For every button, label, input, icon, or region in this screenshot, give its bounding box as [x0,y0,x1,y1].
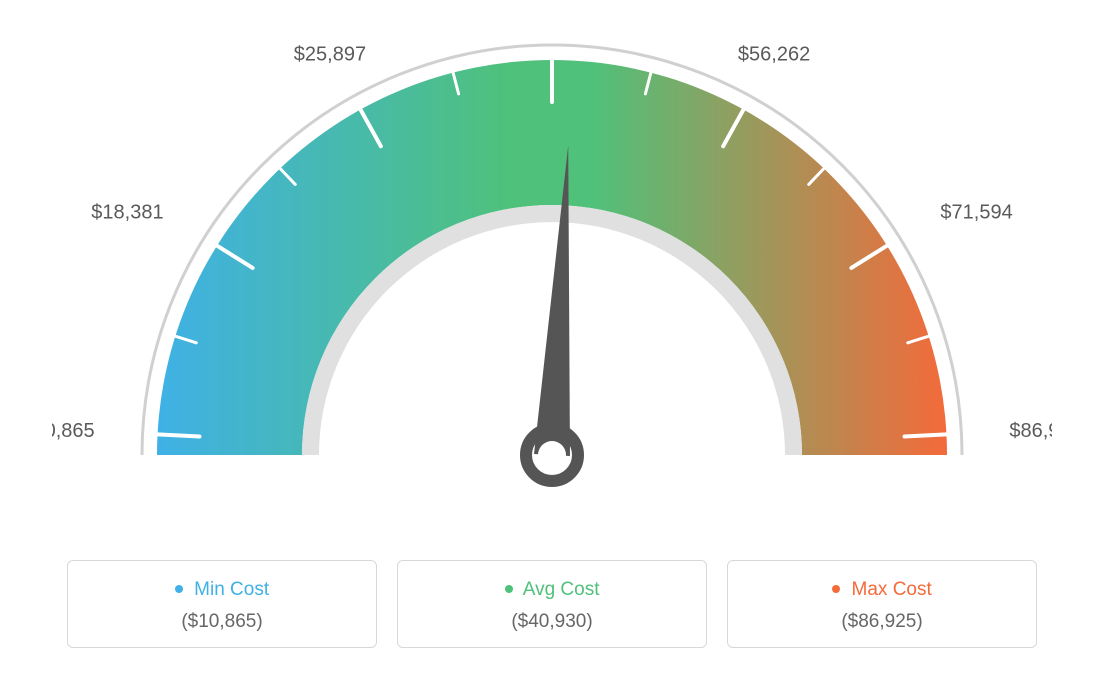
avg-cost-value: ($40,930) [408,611,696,633]
max-cost-card: Max Cost ($86,925) [727,560,1037,648]
summary-cards: Min Cost ($10,865) Avg Cost ($40,930) Ma… [20,560,1084,648]
gauge-svg: $10,865$18,381$25,897$40,930$56,262$71,5… [52,20,1052,540]
bullet-icon [175,585,183,593]
bullet-icon [832,585,840,593]
max-cost-title-text: Max Cost [852,579,932,600]
avg-cost-title-text: Avg Cost [523,579,600,600]
gauge-tick-label: $25,897 [294,43,366,65]
avg-cost-card: Avg Cost ($40,930) [397,560,707,648]
max-cost-value: ($86,925) [738,611,1026,633]
min-cost-title: Min Cost [78,579,366,601]
min-cost-value: ($10,865) [78,611,366,633]
avg-cost-title: Avg Cost [408,579,696,601]
cost-gauge: $10,865$18,381$25,897$40,930$56,262$71,5… [20,20,1084,540]
gauge-tick-label: $86,925 [1009,420,1052,442]
max-cost-title: Max Cost [738,579,1026,601]
gauge-tick-label: $10,865 [52,420,95,442]
gauge-tick-label: $56,262 [738,43,810,65]
min-cost-title-text: Min Cost [194,579,269,600]
gauge-tick-label: $18,381 [91,201,163,223]
min-cost-card: Min Cost ($10,865) [67,560,377,648]
gauge-tick-label: $71,594 [940,201,1012,223]
bullet-icon [505,585,513,593]
